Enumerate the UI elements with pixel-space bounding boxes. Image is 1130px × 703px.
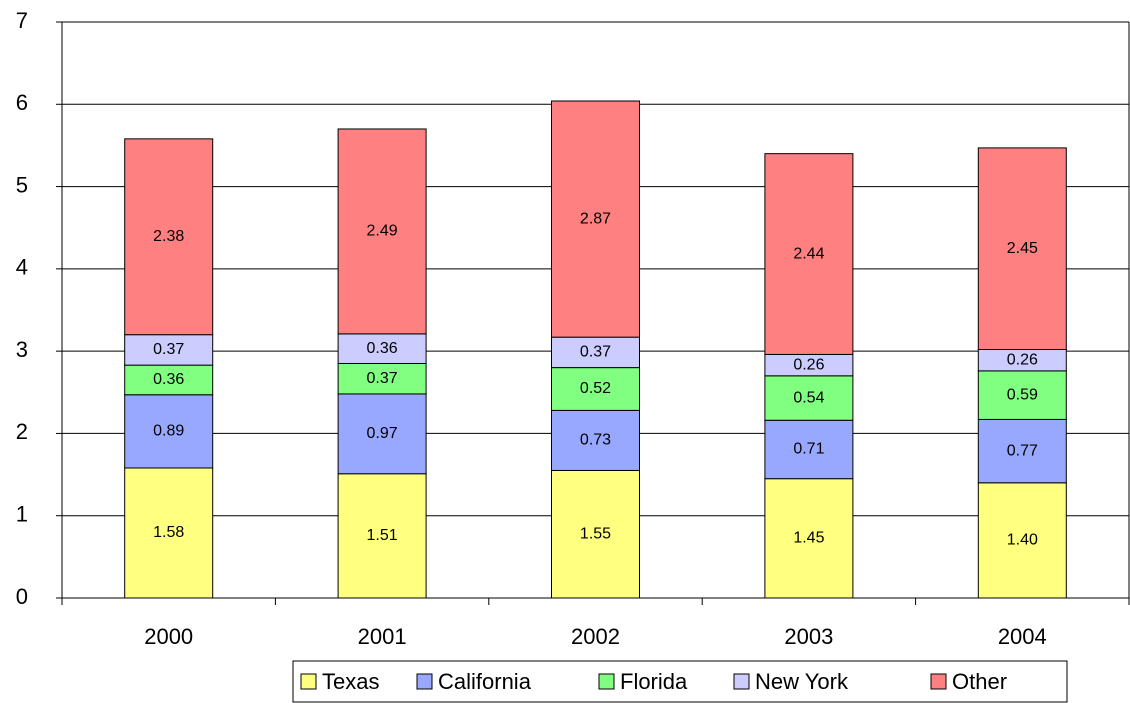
y-tick-label: 4 [16,255,28,280]
y-tick-label: 2 [16,419,28,444]
y-tick-label: 5 [16,172,28,197]
data-label: 2.45 [1007,240,1038,257]
data-label: 1.55 [580,525,611,542]
legend-swatch [598,673,615,690]
data-label: 0.73 [580,432,611,449]
bar-segment [124,394,214,469]
x-tick-label: 2000 [144,624,193,649]
legend-label: California [438,669,532,694]
legend-label: Florida [620,669,688,694]
data-label: 0.37 [580,344,611,361]
legend-label: New York [755,669,849,694]
data-label: 2.87 [580,210,611,227]
legend-swatch [416,673,433,690]
bar-segment [764,478,854,599]
data-label: 0.97 [367,425,398,442]
legend-swatch [930,673,947,690]
bar-segment [551,409,640,471]
data-label: 0.77 [1007,442,1038,459]
data-label: 2.38 [153,228,184,245]
x-tick-label: 2003 [784,624,833,649]
bar-segment [977,418,1067,484]
y-tick-label: 0 [16,584,28,609]
data-label: 0.37 [153,341,184,358]
bar-segment [124,467,214,599]
legend-swatch [733,673,750,690]
bar-segment [551,367,640,411]
y-tick-label: 3 [16,337,28,362]
y-tick-label: 7 [16,8,28,33]
legend-label: Texas [322,669,379,694]
bar-segment [337,362,427,395]
data-label: 0.89 [153,423,184,440]
bar-segment [764,153,854,355]
bar-segment [337,128,427,335]
data-label: 0.36 [367,340,398,357]
bar-segment [124,138,214,336]
legend-swatch [300,673,317,690]
data-label: 2.49 [367,223,398,240]
bar-segment [337,333,427,364]
bar-segment [977,147,1067,350]
data-label: 0.52 [580,380,611,397]
data-label: 0.37 [367,370,398,387]
data-label: 0.71 [793,441,824,458]
x-tick-label: 2001 [358,624,407,649]
bar-segment [764,419,854,480]
data-label: 0.36 [153,371,184,388]
data-label: 0.26 [793,356,824,373]
data-label: 0.54 [793,389,824,406]
bar-segment [551,100,640,338]
x-tick-label: 2002 [571,624,620,649]
bar-segment [977,370,1067,420]
data-label: 0.26 [1007,351,1038,368]
data-label: 0.59 [1007,386,1038,403]
data-label: 1.58 [153,524,184,541]
x-tick-label: 2004 [998,624,1047,649]
y-tick-label: 6 [16,90,28,115]
bar-segment [337,473,427,599]
data-label: 1.40 [1007,532,1038,549]
bar-segment [764,375,854,421]
bar-segment [337,393,427,475]
data-label: 1.45 [793,530,824,547]
data-label: 2.44 [793,245,824,262]
data-label: 1.51 [367,527,398,544]
bar-segment [977,482,1067,599]
y-tick-label: 1 [16,502,28,527]
legend-label: Other [952,669,1007,694]
